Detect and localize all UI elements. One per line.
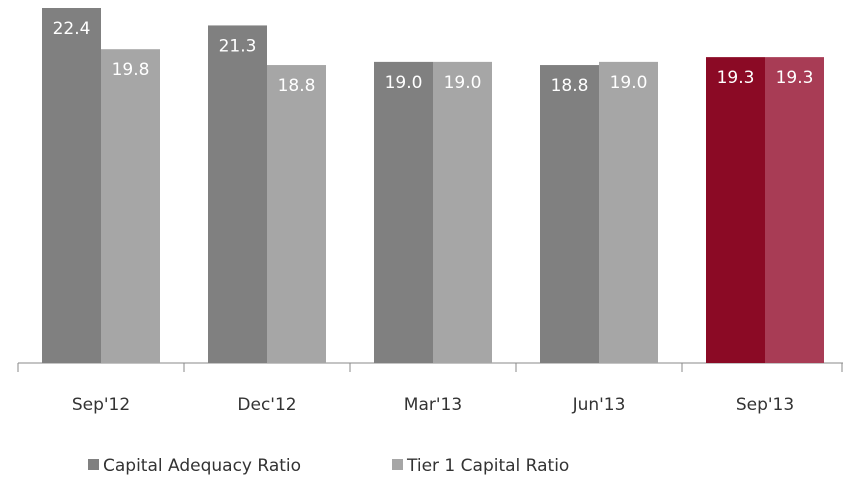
- legend-swatch: [392, 459, 403, 470]
- bar: [433, 61, 492, 363]
- data-label: 18.8: [278, 76, 316, 96]
- legend-label: Tier 1 Capital Ratio: [406, 456, 569, 476]
- bar: [101, 49, 160, 364]
- bar: [765, 57, 824, 364]
- x-tick-label: Sep'13: [736, 395, 794, 415]
- data-label: 18.8: [551, 76, 589, 96]
- data-label: 19.8: [112, 60, 150, 80]
- x-tick-label: Mar'13: [404, 395, 462, 415]
- bar: [208, 25, 267, 363]
- bar: [267, 65, 326, 363]
- bar: [374, 61, 433, 363]
- data-label: 21.3: [219, 36, 257, 56]
- data-label: 19.0: [610, 73, 648, 93]
- bar: [540, 65, 599, 363]
- data-label: 19.3: [776, 68, 814, 88]
- data-label: 19.0: [385, 73, 423, 93]
- bar: [599, 61, 658, 363]
- data-label: 22.4: [53, 19, 91, 39]
- bar: [706, 57, 765, 364]
- x-tick-label: Dec'12: [237, 395, 296, 415]
- legend-swatch: [88, 459, 99, 470]
- bar: [42, 8, 101, 363]
- legend-label: Capital Adequacy Ratio: [103, 456, 301, 476]
- data-label: 19.3: [717, 68, 755, 88]
- x-tick-label: Jun'13: [572, 395, 626, 415]
- x-tick-label: Sep'12: [72, 395, 130, 415]
- data-label: 19.0: [444, 73, 482, 93]
